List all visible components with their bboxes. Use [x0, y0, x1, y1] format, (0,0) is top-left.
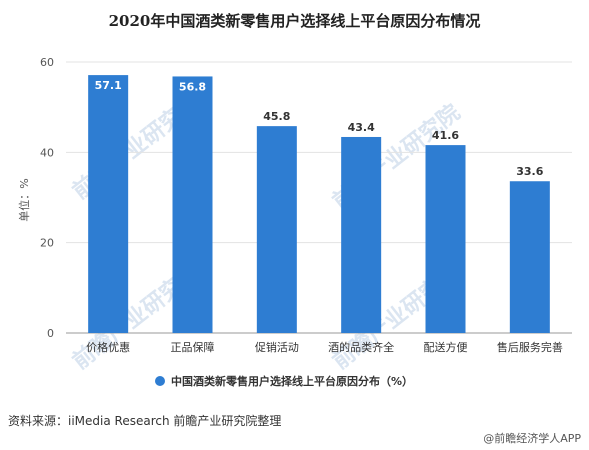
y-axis-ticks: 0 20 40 60 [40, 56, 54, 340]
y-tick-label: 20 [40, 237, 54, 250]
x-tick-label: 酒的品类齐全 [328, 340, 394, 354]
legend-swatch [155, 376, 165, 386]
legend: 中国酒类新零售用户选择线上平台原因分布（%） [155, 374, 413, 388]
x-tick-label: 正品保障 [171, 340, 215, 354]
x-tick-label: 促销活动 [255, 340, 299, 354]
y-tick-label: 40 [40, 146, 54, 159]
bar [256, 126, 297, 334]
x-tick-label: 配送方便 [424, 340, 468, 354]
bar-chart: 前瞻产业研究院 前瞻产业研究院 前瞻产业研究院 前瞻产业研究院 0204060 … [17, 56, 572, 388]
grid-lines [66, 61, 572, 334]
y-axis-label: 单位：% [17, 178, 31, 221]
data-label: 41.6 [432, 129, 459, 142]
data-label: 43.4 [348, 121, 375, 134]
bar [172, 76, 213, 333]
data-label: 56.8 [179, 80, 206, 93]
x-axis-ticks: 价格优惠 正品保障 促销活动 酒的品类齐全 配送方便 售后服务完善 [86, 340, 563, 354]
x-tick-label: 售后服务完善 [497, 340, 563, 354]
data-labels-group: 57.1 56.8 45.8 43.4 41.6 33.6 [95, 79, 544, 178]
data-label: 45.8 [263, 110, 290, 123]
y-tick-label: 60 [40, 56, 54, 69]
bar [425, 145, 466, 333]
x-tick-label: 价格优惠 [86, 340, 130, 354]
chart-title: 2020年中国酒类新零售用户选择线上平台原因分布情况 [108, 12, 481, 30]
brand-label: @前瞻经济学人APP [483, 432, 581, 445]
legend-label: 中国酒类新零售用户选择线上平台原因分布（%） [171, 374, 413, 388]
data-label: 33.6 [516, 165, 543, 178]
y-tick-label: 0 [47, 327, 54, 340]
data-label: 57.1 [95, 79, 122, 92]
bar [509, 181, 550, 333]
bar [341, 136, 382, 333]
source-note: 资料来源：iiMedia Research 前瞻产业研究院整理 [8, 414, 282, 428]
bar [88, 75, 129, 333]
bars-group [88, 75, 550, 334]
